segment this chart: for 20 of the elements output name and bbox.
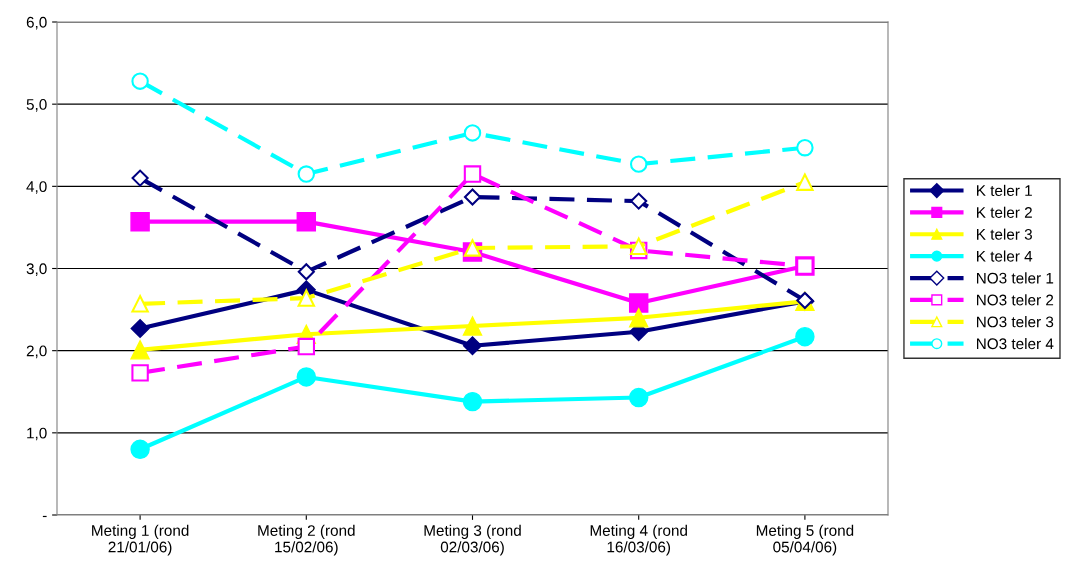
x-tick-label: Meting 5 (rond 05/04/06) <box>756 524 854 556</box>
y-tick-label: 1,0 <box>27 427 47 441</box>
legend-label: NO3 teler 2 <box>977 294 1054 306</box>
legend-label: NO3 teler 3 <box>977 316 1054 328</box>
y-tick-label: 3,0 <box>26 263 47 276</box>
legend-label: K teler 2 <box>977 206 1032 218</box>
legend-label: K teler 1 <box>977 184 1032 197</box>
x-tick-label: Meting 2 (rond 15/02/06) <box>258 524 355 556</box>
legend-label: K teler 3 <box>977 228 1032 240</box>
y-tick-label: 5,0 <box>26 99 47 112</box>
legend-label: K teler 4 <box>977 250 1033 262</box>
x-tick-label: Meting 4 (rond 16/03/06) <box>590 524 687 556</box>
legend-label: NO3 teler 4 <box>977 337 1054 350</box>
legend-label: NO3 teler 1 <box>977 272 1054 284</box>
y-tick-label: - <box>42 515 47 518</box>
y-tick-label: 2,0 <box>26 345 47 359</box>
y-tick-label: 6,0 <box>26 16 47 30</box>
x-tick-label: Meting 3 (rond 02/03/06) <box>424 524 521 556</box>
y-tick-label: 4,0 <box>26 181 47 194</box>
x-tick-label: Meting 1 (rond 21/01/06) <box>92 524 189 556</box>
